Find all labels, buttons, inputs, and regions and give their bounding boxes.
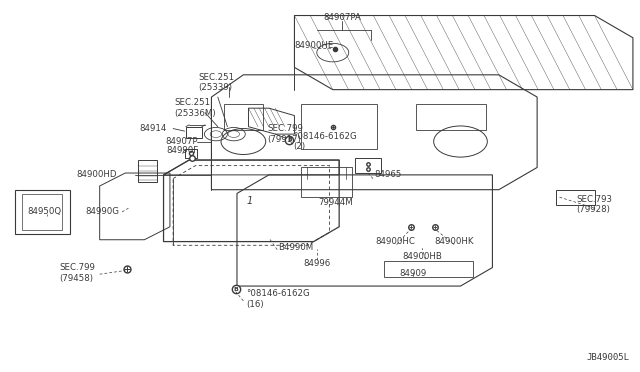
- Text: 1: 1: [246, 196, 253, 206]
- Text: °08146-6162G
(16): °08146-6162G (16): [246, 289, 310, 309]
- Text: SEC.793
(79928): SEC.793 (79928): [577, 195, 612, 214]
- Text: 84907P: 84907P: [165, 137, 197, 146]
- Text: 84950Q: 84950Q: [27, 208, 61, 217]
- Text: 84909: 84909: [399, 269, 426, 278]
- Text: °08146-6162G
(2): °08146-6162G (2): [293, 132, 357, 151]
- Text: 79944M: 79944M: [319, 198, 353, 207]
- Text: B: B: [287, 137, 292, 142]
- Text: B4990M: B4990M: [278, 243, 314, 251]
- Text: 84965: 84965: [374, 170, 402, 179]
- Text: 84900HD: 84900HD: [76, 170, 117, 179]
- Text: 84900HB: 84900HB: [403, 252, 442, 261]
- Text: 84996: 84996: [303, 259, 330, 268]
- Text: B: B: [233, 286, 238, 292]
- Text: SEC.251
(25336M): SEC.251 (25336M): [175, 99, 216, 118]
- Text: SEC.251
(25339): SEC.251 (25339): [198, 73, 235, 92]
- Text: 84900HE: 84900HE: [294, 41, 333, 50]
- Text: 84990G: 84990G: [86, 208, 120, 217]
- Text: 84900HK: 84900HK: [435, 237, 474, 246]
- Text: 84990F: 84990F: [166, 146, 199, 155]
- Text: 84914: 84914: [140, 124, 167, 133]
- Text: SEC.799
(79917): SEC.799 (79917): [267, 124, 303, 144]
- Text: SEC.799
(79458): SEC.799 (79458): [60, 263, 95, 283]
- Text: 84907PA: 84907PA: [323, 13, 362, 22]
- Text: 84900HC: 84900HC: [376, 237, 415, 246]
- Text: JB49005L: JB49005L: [587, 353, 630, 362]
